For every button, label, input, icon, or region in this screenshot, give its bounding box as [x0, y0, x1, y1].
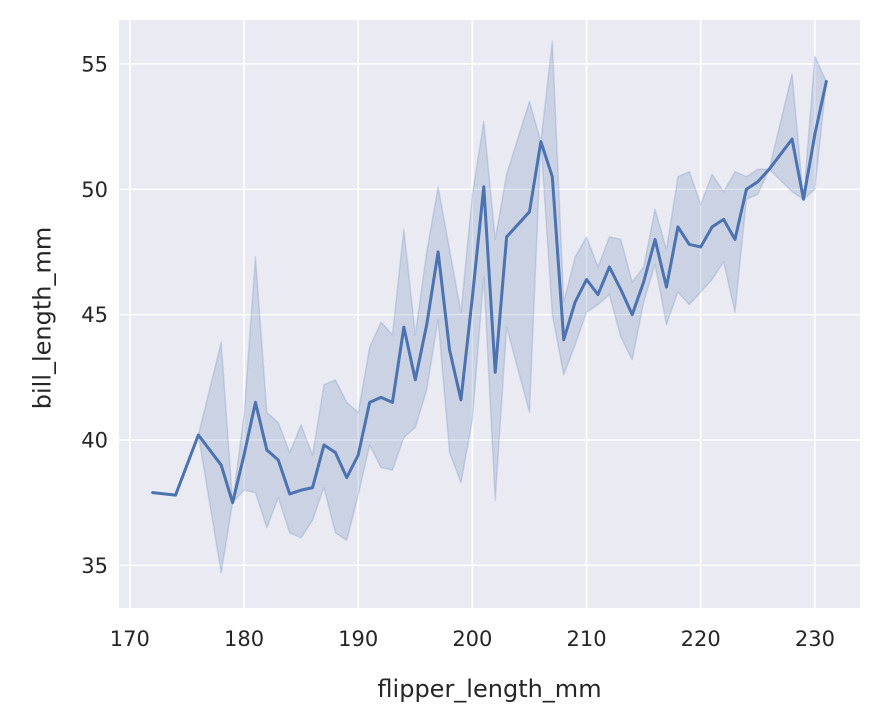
- y-tick-labels: 35 40 45 50 55: [81, 52, 108, 577]
- series-lines: [151, 79, 828, 505]
- y-axis-label: bill_length_mm: [28, 227, 56, 410]
- x-axis-label: flipper_length_mm: [377, 675, 601, 703]
- x-tick-label: 200: [452, 627, 492, 651]
- x-tick-label: 220: [681, 627, 721, 651]
- x-tick-label: 190: [338, 627, 378, 651]
- y-tick-label: 40: [81, 429, 108, 453]
- y-tick-label: 45: [81, 303, 108, 327]
- x-tick-label: 210: [567, 627, 607, 651]
- x-tick-label: 230: [795, 627, 835, 651]
- x-tick-labels: 170 180 190 200 210 220 230: [110, 627, 835, 651]
- y-tick-label: 50: [81, 178, 108, 202]
- y-tick-label: 35: [81, 554, 108, 578]
- grid-lines: [119, 20, 860, 608]
- y-tick-label: 55: [81, 52, 108, 76]
- x-tick-label: 180: [224, 627, 264, 651]
- series-line: [151, 79, 828, 505]
- x-tick-label: 170: [110, 627, 150, 651]
